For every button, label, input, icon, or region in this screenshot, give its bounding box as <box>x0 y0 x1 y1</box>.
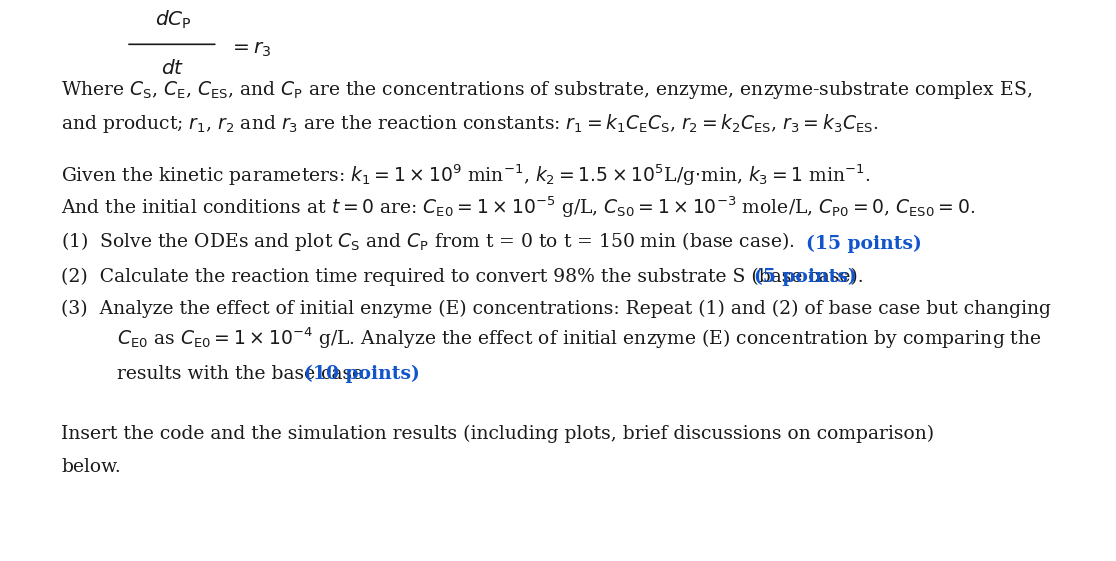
Text: (5 points): (5 points) <box>754 267 857 286</box>
Text: (2)  Calculate the reaction time required to convert 98% the substrate S (base c: (2) Calculate the reaction time required… <box>61 267 864 286</box>
Text: Given the kinetic parameters: $k_1 = 1 \times 10^9$ min$^{-1}$, $k_2 = 1.5 \time: Given the kinetic parameters: $k_1 = 1 \… <box>61 163 872 188</box>
Text: (15 points): (15 points) <box>806 234 922 253</box>
Text: $dt$: $dt$ <box>162 59 184 78</box>
Text: $C_{\mathrm{E0}}$ as $C_{\mathrm{E0}} = 1 \times 10^{-4}$ g/L. Analyze the effec: $C_{\mathrm{E0}}$ as $C_{\mathrm{E0}} = … <box>117 325 1042 351</box>
Text: below.: below. <box>61 458 122 476</box>
Text: and product; $\mathit{r}_1$, $\mathit{r}_2$ and $\mathit{r}_3$ are the reaction : and product; $\mathit{r}_1$, $\mathit{r}… <box>61 112 879 135</box>
Text: Insert the code and the simulation results (including plots, brief discussions o: Insert the code and the simulation resul… <box>61 425 934 443</box>
Text: $= r_3$: $= r_3$ <box>229 40 271 59</box>
Text: Where $\mathit{C}_{\mathrm{S}}$, $\mathit{C}_{\mathrm{E}}$, $\mathit{C}_{\mathrm: Where $\mathit{C}_{\mathrm{S}}$, $\mathi… <box>61 79 1032 101</box>
Text: (3)  Analyze the effect of initial enzyme (E) concentrations: Repeat (1) and (2): (3) Analyze the effect of initial enzyme… <box>61 300 1051 318</box>
Text: results with the base case.: results with the base case. <box>117 365 369 383</box>
Text: And the initial conditions at $\mathit{t} = 0$ are: $C_{\mathrm{E0}} = 1 \times : And the initial conditions at $\mathit{t… <box>61 195 975 220</box>
Text: (1)  Solve the ODEs and plot $\mathit{C}_{\mathrm{S}}$ and $\mathit{C}_{\mathrm{: (1) Solve the ODEs and plot $\mathit{C}_… <box>61 230 796 253</box>
Text: (10 points): (10 points) <box>304 365 420 383</box>
Text: $dC_\mathrm{P}$: $dC_\mathrm{P}$ <box>155 8 191 31</box>
